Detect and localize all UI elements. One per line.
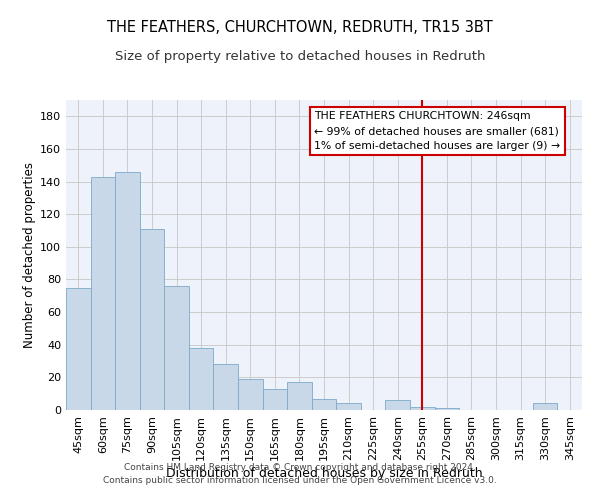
Bar xyxy=(91,176,115,410)
Text: Size of property relative to detached houses in Redruth: Size of property relative to detached ho… xyxy=(115,50,485,63)
Bar xyxy=(410,406,434,410)
Bar xyxy=(336,404,361,410)
Bar xyxy=(263,389,287,410)
Bar xyxy=(434,408,459,410)
Bar xyxy=(115,172,140,410)
Bar xyxy=(312,398,336,410)
Bar xyxy=(533,404,557,410)
X-axis label: Distribution of detached houses by size in Redruth: Distribution of detached houses by size … xyxy=(166,467,482,480)
Bar xyxy=(140,229,164,410)
Text: THE FEATHERS CHURCHTOWN: 246sqm
← 99% of detached houses are smaller (681)
1% of: THE FEATHERS CHURCHTOWN: 246sqm ← 99% of… xyxy=(314,112,560,151)
Bar xyxy=(214,364,238,410)
Bar xyxy=(287,382,312,410)
Text: Contains HM Land Registry data © Crown copyright and database right 2024.
Contai: Contains HM Land Registry data © Crown c… xyxy=(103,463,497,485)
Bar xyxy=(66,288,91,410)
Bar xyxy=(189,348,214,410)
Bar xyxy=(385,400,410,410)
Bar xyxy=(238,379,263,410)
Y-axis label: Number of detached properties: Number of detached properties xyxy=(23,162,36,348)
Text: THE FEATHERS, CHURCHTOWN, REDRUTH, TR15 3BT: THE FEATHERS, CHURCHTOWN, REDRUTH, TR15 … xyxy=(107,20,493,35)
Bar xyxy=(164,286,189,410)
